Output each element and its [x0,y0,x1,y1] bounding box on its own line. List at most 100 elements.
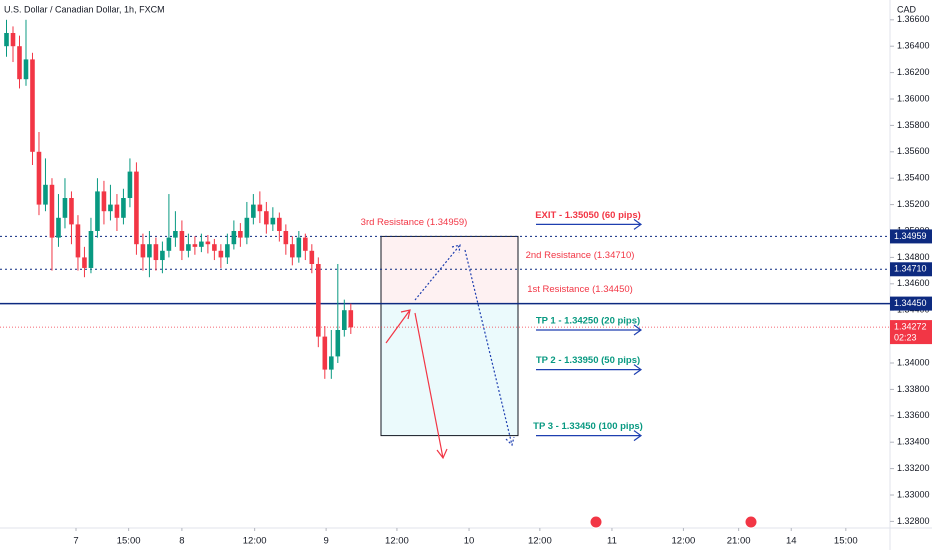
candle-body [212,244,217,251]
candle-body [296,237,302,258]
candle-body [335,330,341,357]
candle-body [62,198,68,218]
candle-body [257,204,263,212]
x-tick-label: 21:00 [727,536,751,547]
flag-icon [744,515,758,529]
candle-body [348,310,354,328]
candle-body [10,33,16,47]
y-tick-label: 1.32800 [897,516,930,526]
candle-body [283,231,289,245]
y-tick-label: 1.33200 [897,463,930,473]
target-label: TP 2 - 1.33950 (50 pips) [536,355,640,366]
x-tick-label: 14 [786,536,797,547]
y-tick-label: 1.35400 [897,173,930,183]
reward-zone [381,303,518,436]
level-price-label: 1.34959 [894,231,927,241]
candle-body [30,59,35,152]
x-tick-label: 8 [179,536,184,547]
risk-zone [381,236,518,304]
target-arrow [536,364,643,376]
x-tick-label: 7 [73,536,78,547]
candle-body [108,204,113,212]
candle-body [316,264,321,337]
target-label: EXIT - 1.35050 (60 pips) [535,210,641,221]
y-tick-label: 1.36600 [897,14,930,24]
projection-arrow [464,249,515,447]
candle-body [290,244,295,258]
y-tick-label: 1.33800 [897,384,930,394]
candle-body [43,184,48,205]
candle-body [238,231,243,238]
level-name: 3rd Resistance (1.34959) [361,217,468,228]
level-price-box [890,296,932,311]
target-arrow [536,324,643,336]
candle-body [114,204,120,218]
x-tick-label: 9 [323,536,328,547]
candle-body [17,46,22,80]
candle-body [192,244,198,247]
candle-body [218,250,224,258]
candle-body [173,231,178,238]
x-tick-label: 10 [464,536,475,547]
x-tick-label: 12:00 [243,536,267,547]
candle-body [303,237,308,251]
last-price-label: 1.34272 [894,321,927,331]
candle-body [49,184,55,238]
candle-body [251,204,256,218]
target-arrow [536,218,643,230]
x-tick-label: 12:00 [672,536,696,547]
projection-arrow [385,309,411,344]
trade-box [380,235,519,437]
candle-body [153,244,159,261]
candle-body [205,241,211,245]
candle-body [140,244,146,258]
candle-body [329,356,334,370]
candle-body [186,244,191,251]
candle-body [342,310,347,330]
y-tick-label: 1.34000 [897,357,930,367]
chart-title: U.S. Dollar / Canadian Dollar, 1h, FXCM [4,4,165,14]
y-tick-label: 1.35800 [897,120,930,130]
projection-arrow [414,244,461,301]
candle-body [277,217,282,231]
candle-body [95,191,100,231]
candle-body [134,171,139,245]
x-tick-label: 12:00 [385,536,409,547]
y-tick-label: 1.33000 [897,489,930,499]
candle-body [23,59,29,80]
y-tick-label: 1.35600 [897,146,930,156]
candle-body [270,217,276,225]
countdown-label: 02:23 [894,332,917,342]
candle-body [127,171,133,198]
y-tick-label: 1.36400 [897,41,930,51]
y-tick-label: 1.33600 [897,410,930,420]
target-arrow [536,430,643,442]
candle-body [244,217,250,238]
y-tick-label: 1.33400 [897,437,930,447]
candle-body [322,336,328,370]
last-price-box [890,320,932,345]
candle-body [121,198,126,218]
candle-body [36,151,42,205]
level-price-box [890,262,932,277]
candle-body [4,33,9,47]
candle-body [69,198,74,225]
level-price-label: 1.34710 [894,264,927,274]
candle-body [199,241,204,247]
y-tick-label: 1.34800 [897,252,930,262]
candle-body [56,217,61,238]
x-tick-label: 12:00 [528,536,552,547]
x-tick-label: 15:00 [117,536,141,547]
candle-body [179,231,185,251]
candle-body [88,231,94,268]
target-label: TP 1 - 1.34250 (20 pips) [536,316,640,327]
currency-label: CAD [897,4,917,14]
target-label: TP 3 - 1.33450 (100 pips) [533,421,643,432]
projection-arrow [414,312,448,460]
level-price-label: 1.34450 [894,298,927,308]
level-name: 2nd Resistance (1.34710) [526,250,635,261]
event-icons [589,515,758,529]
candle-body [82,257,87,268]
candle-body [101,191,107,212]
